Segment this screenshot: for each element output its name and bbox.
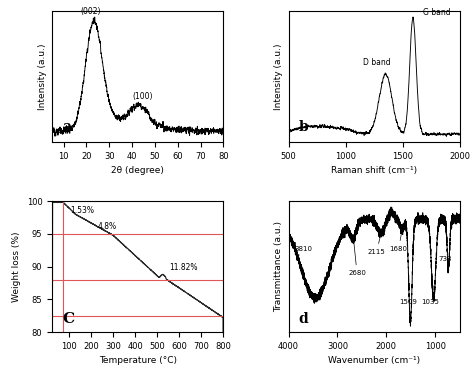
Text: 1.53%: 1.53%: [70, 206, 94, 215]
X-axis label: Wavenumber (cm⁻¹): Wavenumber (cm⁻¹): [328, 356, 420, 365]
Text: a: a: [63, 120, 72, 134]
Text: (100): (100): [132, 92, 153, 101]
Text: 1680: 1680: [390, 233, 408, 252]
Text: 733: 733: [438, 256, 452, 269]
Text: 11.82%: 11.82%: [169, 263, 198, 272]
X-axis label: Temperature (°C): Temperature (°C): [99, 356, 177, 365]
Y-axis label: Intensity (a.u.): Intensity (a.u.): [37, 43, 46, 110]
Text: 4.8%: 4.8%: [98, 221, 117, 231]
Y-axis label: Transmittance (a.u.): Transmittance (a.u.): [274, 221, 283, 312]
Text: 2680: 2680: [348, 237, 366, 276]
Y-axis label: Weight loss (%): Weight loss (%): [12, 231, 21, 302]
Text: 3810: 3810: [294, 246, 312, 257]
Text: D band: D band: [363, 58, 390, 66]
Text: 1509: 1509: [400, 299, 417, 315]
Text: C: C: [63, 311, 74, 325]
X-axis label: Raman shift (cm⁻¹): Raman shift (cm⁻¹): [331, 166, 417, 175]
Text: 2115: 2115: [368, 237, 385, 255]
Text: 1035: 1035: [421, 299, 439, 305]
Text: b: b: [299, 120, 309, 134]
Text: G band: G band: [423, 8, 451, 17]
Y-axis label: Intensity (a.u.): Intensity (a.u.): [274, 43, 283, 110]
X-axis label: 2θ (degree): 2θ (degree): [111, 166, 164, 175]
Text: d: d: [299, 311, 309, 325]
Text: (002): (002): [81, 7, 101, 16]
